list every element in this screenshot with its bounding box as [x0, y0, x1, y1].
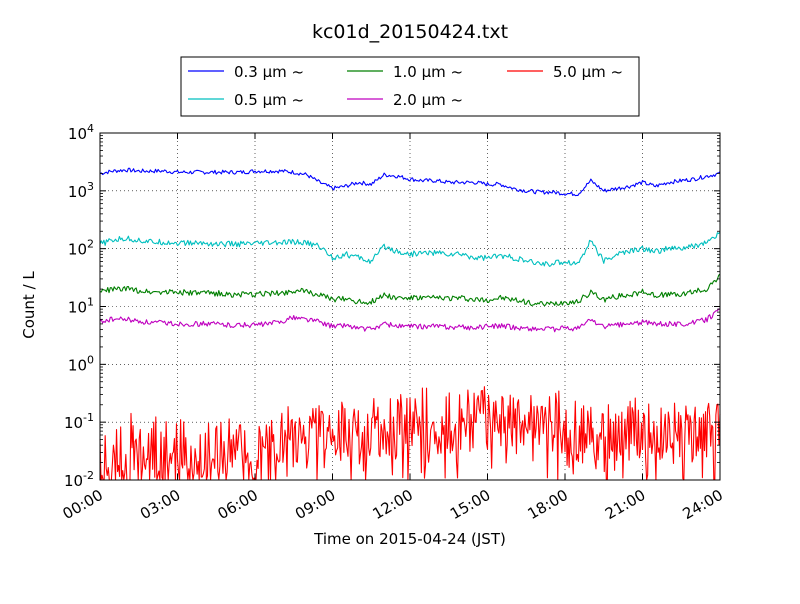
x-tick-label: 03:00: [137, 486, 183, 523]
legend-frame: [180, 56, 640, 117]
legend-item-5p0: 5.0 μm ~: [507, 63, 623, 81]
y-tick-label: 10-1: [64, 411, 94, 432]
y-tick-label: 100: [68, 353, 94, 374]
legend: 0.3 μm ~ 0.5 μm ~ 1.0 μm ~ 2.0 μm ~ 5.0 …: [180, 56, 640, 117]
legend-label-5p0: 5.0 μm ~: [553, 63, 623, 81]
series-line-3: [99, 308, 721, 333]
legend-label-0p5: 0.5 μm ~: [234, 91, 304, 109]
series-line-1: [99, 231, 721, 267]
x-tick-label: 18:00: [525, 486, 571, 523]
y-tick-label: 10-2: [64, 469, 94, 490]
chart-title: kc01d_20150424.txt: [312, 21, 508, 43]
legend-item-0p3: 0.3 μm ~: [188, 63, 304, 81]
legend-label-2p0: 2.0 μm ~: [393, 91, 463, 109]
x-tick-label: 12:00: [370, 486, 416, 523]
y-tick-label: 104: [68, 122, 94, 143]
series-line-0: [99, 167, 721, 197]
legend-label-1p0: 1.0 μm ~: [393, 63, 463, 81]
x-tick-label: 15:00: [447, 486, 493, 523]
y-tick-label: 103: [68, 180, 94, 201]
legend-item-1p0: 1.0 μm ~: [347, 63, 463, 81]
y-tick-label: 102: [68, 238, 94, 259]
series-line-4: [99, 386, 721, 481]
x-tick-label: 21:00: [602, 486, 648, 523]
legend-item-0p5: 0.5 μm ~: [188, 91, 304, 109]
x-tick-label: 06:00: [215, 486, 261, 523]
y-tick-label: 101: [68, 296, 94, 317]
legend-item-2p0: 2.0 μm ~: [347, 91, 463, 109]
y-axis-label: Count / L: [20, 271, 38, 339]
series-line-2: [99, 273, 721, 307]
x-tick-label: 09:00: [292, 486, 338, 523]
plot-area: 10-2 10-1 100 101 102 103 104 00:00 03:00 06:00 09…: [60, 122, 726, 523]
x-axis-label: Time on 2015-04-24 (JST): [313, 530, 506, 548]
x-tick-label: 24:00: [680, 486, 726, 523]
x-tick-label: 00:00: [60, 486, 106, 523]
legend-label-0p3: 0.3 μm ~: [234, 63, 304, 81]
